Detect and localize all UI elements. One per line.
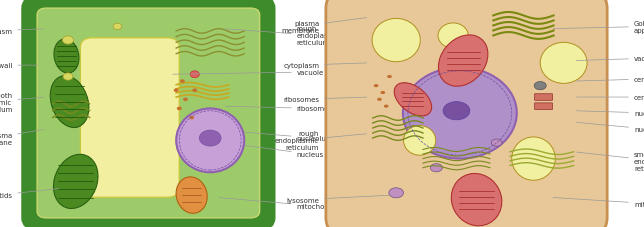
- Circle shape: [374, 85, 379, 88]
- Circle shape: [389, 188, 404, 198]
- Ellipse shape: [438, 24, 468, 49]
- FancyBboxPatch shape: [24, 0, 272, 227]
- Circle shape: [430, 164, 442, 172]
- Circle shape: [177, 107, 182, 111]
- Text: rough
endoplasmic
reticulum: rough endoplasmic reticulum: [275, 131, 366, 151]
- Text: smooth
endoplasmic
reticulum: smooth endoplasmic reticulum: [576, 151, 644, 171]
- Text: centrosome: centrosome: [576, 76, 644, 82]
- Circle shape: [443, 102, 470, 120]
- Text: smooth
endoplasmic
reticulum: smooth endoplasmic reticulum: [0, 92, 44, 112]
- Text: Golgi
apparatus: Golgi apparatus: [553, 21, 644, 34]
- Circle shape: [381, 91, 385, 95]
- Ellipse shape: [176, 177, 207, 213]
- Circle shape: [200, 131, 221, 146]
- Ellipse shape: [404, 126, 436, 155]
- Text: vacuole: vacuole: [576, 56, 644, 62]
- Ellipse shape: [451, 174, 502, 226]
- Circle shape: [63, 74, 73, 81]
- Circle shape: [174, 89, 178, 93]
- Ellipse shape: [53, 155, 98, 209]
- Text: cytoplasm: cytoplasm: [0, 29, 44, 35]
- Ellipse shape: [540, 43, 587, 84]
- Text: centrioles: centrioles: [576, 95, 644, 101]
- Ellipse shape: [512, 137, 555, 180]
- Circle shape: [193, 89, 197, 93]
- Text: nucleus: nucleus: [225, 143, 324, 157]
- Circle shape: [62, 37, 73, 45]
- Text: cytoplasm: cytoplasm: [283, 63, 366, 69]
- Circle shape: [189, 116, 194, 120]
- Text: ribosomes: ribosomes: [283, 97, 366, 103]
- Text: plasma
membrane: plasma membrane: [281, 19, 366, 34]
- FancyBboxPatch shape: [326, 0, 607, 227]
- Ellipse shape: [50, 76, 89, 128]
- Ellipse shape: [176, 109, 244, 173]
- FancyBboxPatch shape: [535, 103, 553, 110]
- Text: rough
endoplasmic
reticulum: rough endoplasmic reticulum: [225, 26, 341, 46]
- Text: mitochondrion: mitochondrion: [219, 198, 348, 210]
- Circle shape: [377, 98, 382, 101]
- Text: ribosomes: ribosomes: [225, 106, 333, 112]
- Ellipse shape: [439, 36, 488, 87]
- Circle shape: [113, 24, 122, 30]
- Text: mitochondrion: mitochondrion: [553, 198, 644, 207]
- Circle shape: [183, 98, 188, 102]
- FancyBboxPatch shape: [80, 39, 179, 197]
- Circle shape: [190, 72, 200, 78]
- Text: nucleolus: nucleolus: [576, 111, 644, 116]
- Circle shape: [384, 105, 388, 108]
- Ellipse shape: [403, 68, 516, 159]
- Text: lysosome: lysosome: [287, 195, 390, 203]
- Circle shape: [180, 80, 185, 84]
- Text: plastids: plastids: [0, 189, 59, 198]
- Circle shape: [534, 82, 546, 90]
- Ellipse shape: [372, 19, 421, 62]
- Ellipse shape: [394, 83, 431, 116]
- Text: nucleolus: nucleolus: [238, 132, 330, 141]
- Text: plasma
membrane: plasma membrane: [0, 130, 44, 145]
- Circle shape: [387, 76, 392, 79]
- Circle shape: [491, 139, 502, 147]
- Text: cell wall: cell wall: [0, 63, 37, 69]
- FancyBboxPatch shape: [37, 9, 260, 218]
- Ellipse shape: [54, 40, 79, 74]
- Text: vacuole: vacuole: [173, 70, 324, 76]
- FancyBboxPatch shape: [535, 94, 553, 101]
- Text: nucleus: nucleus: [576, 123, 644, 132]
